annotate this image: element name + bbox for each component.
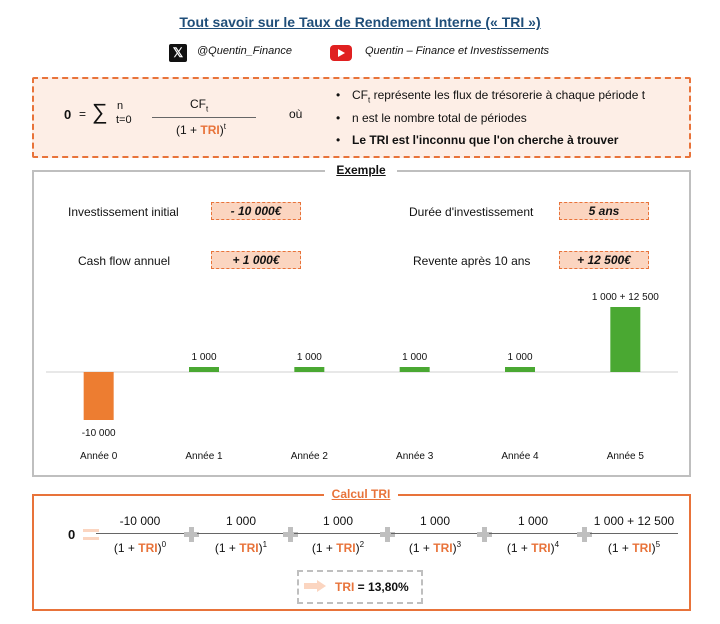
param-value-cashflow: + 1 000€ xyxy=(211,251,301,269)
sum-lower: t=0 xyxy=(116,114,132,126)
bullet-dot: • xyxy=(336,88,341,102)
calc-term-fraction-line xyxy=(489,533,577,534)
x-logo-icon: 𝕏 xyxy=(169,44,187,62)
plus-icon xyxy=(183,527,199,542)
calc-term-numerator: 1 000 + 12 500 xyxy=(593,514,675,528)
chart-bar xyxy=(610,307,641,372)
param-value-duree: 5 ans xyxy=(559,202,649,220)
chart-bar xyxy=(294,367,325,372)
calc-term-fraction-line xyxy=(294,533,382,534)
formula-ou: où xyxy=(289,107,303,121)
chart-bar xyxy=(189,367,219,372)
chart-data-label: 1 000 xyxy=(402,352,427,363)
cashflow-chart-svg: -10 000 Année 0 1 000 Année 1 1 000 Année 2 1 … xyxy=(46,292,678,462)
param-value-revente: + 12 500€ xyxy=(559,251,649,269)
param-label-investissement: Investissement initial xyxy=(68,205,179,219)
calc-title: Calcul TRI xyxy=(324,487,398,501)
calc-term-denominator: (1 + TRI)5 xyxy=(607,540,661,555)
plus-icon xyxy=(282,527,298,542)
chart-data-label: 1 000 xyxy=(191,352,216,363)
calc-term-denominator: (1 + TRI)1 xyxy=(214,540,268,555)
chart-category-label: Année 4 xyxy=(501,451,539,462)
calc-lhs: 0 xyxy=(68,527,76,542)
equals-bar-bottom xyxy=(83,537,99,540)
chart-category-label: Année 1 xyxy=(185,451,223,462)
formula-lhs: 0 xyxy=(64,107,72,122)
chart-category-label: Année 5 xyxy=(607,451,645,462)
param-value-investissement: - 10 000€ xyxy=(211,202,301,220)
param-label-cashflow: Cash flow annuel xyxy=(78,254,171,268)
chart-data-label: 1 000 xyxy=(297,352,322,363)
calc-term-numerator: -10 000 xyxy=(119,514,161,528)
param-label-revente: Revente après 10 ans xyxy=(413,254,531,268)
chart-bar xyxy=(83,372,114,420)
calc-term-fraction-line xyxy=(590,533,678,534)
bullet-dot: • xyxy=(336,111,341,125)
sum-upper: n xyxy=(117,100,124,112)
calc-term-numerator: 1 000 xyxy=(419,514,451,528)
calc-term-denominator: (1 + TRI)3 xyxy=(408,540,462,555)
bullet-tri: Le TRI est l'inconnu que l'on cherche à … xyxy=(352,133,619,147)
youtube-logo-icon xyxy=(330,45,352,61)
calc-term-denominator: (1 + TRI)4 xyxy=(506,540,560,555)
fraction-line xyxy=(152,117,256,118)
calc-term-numerator: 1 000 xyxy=(225,514,257,528)
chart-category-label: Année 2 xyxy=(291,451,329,462)
result-box xyxy=(297,570,423,604)
calc-term-fraction-line xyxy=(391,533,479,534)
cashflow-chart: -10 000 Année 0 1 000 Année 1 1 000 Année 2 1 … xyxy=(46,280,678,470)
arrow-right-icon xyxy=(304,580,326,592)
param-label-duree: Durée d'investissement xyxy=(409,205,534,219)
plus-icon xyxy=(379,527,395,542)
x-handle: @Quentin_Finance xyxy=(197,45,292,57)
formula-denominator: (1 + TRI)t xyxy=(176,122,226,137)
chart-data-label: 1 000 xyxy=(507,352,532,363)
calc-term-fraction-line xyxy=(197,533,285,534)
chart-bar xyxy=(399,367,430,372)
sum-symbol: ∑ xyxy=(92,99,108,124)
formula-equals: = xyxy=(79,107,87,121)
chart-bar xyxy=(505,367,535,372)
bullet-cf: CFt représente les flux de trésorerie à … xyxy=(352,88,646,105)
bullet-n: n est le nombre total de périodes xyxy=(352,111,527,125)
formula-box xyxy=(32,77,691,158)
page-title: Tout savoir sur le Taux de Rendement Int… xyxy=(179,14,541,30)
youtube-channel-name: Quentin – Finance et Investissements xyxy=(365,45,550,57)
calc-term-fraction-line xyxy=(96,533,184,534)
calc-term-denominator: (1 + TRI)2 xyxy=(311,540,365,555)
bullet-dot: • xyxy=(336,133,341,147)
chart-data-label: 1 000 + 12 500 xyxy=(592,292,659,303)
result-value: TRI = 13,80% xyxy=(335,580,409,594)
chart-category-label: Année 0 xyxy=(80,451,118,462)
example-title: Exemple xyxy=(325,163,397,177)
calc-term-numerator: 1 000 xyxy=(322,514,354,528)
plus-icon xyxy=(576,527,592,542)
plus-icon xyxy=(477,527,492,542)
equals-bar-top xyxy=(83,529,99,532)
chart-category-label: Année 3 xyxy=(396,451,434,462)
chart-data-label: -10 000 xyxy=(82,428,116,439)
calc-term-denominator: (1 + TRI)0 xyxy=(113,540,167,555)
formula-numerator: CFt xyxy=(190,97,209,114)
calc-term-numerator: 1 000 xyxy=(517,514,549,528)
